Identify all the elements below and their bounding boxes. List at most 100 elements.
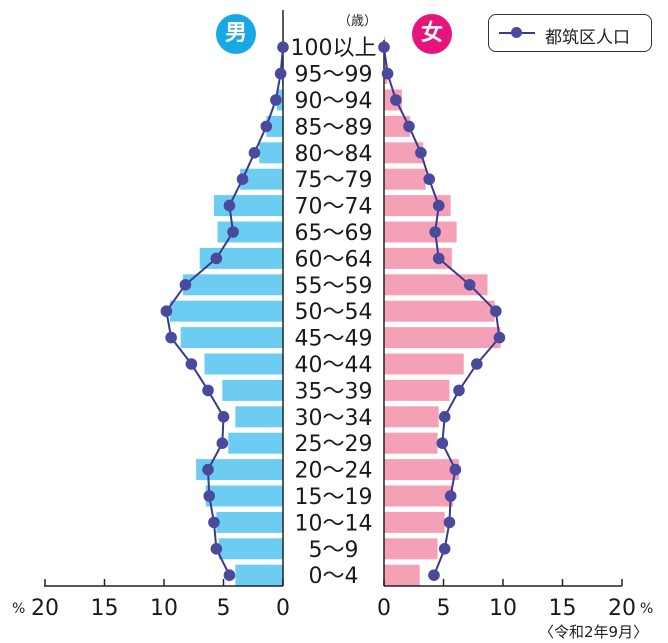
age-label: 35～39 <box>295 379 373 404</box>
male-point <box>185 358 198 370</box>
age-labels: 100以上95～9990～9485～8980～8475～7970～7465～69… <box>291 36 377 589</box>
male-bar <box>216 511 283 533</box>
female-bar <box>384 564 420 586</box>
age-label: 40～44 <box>295 353 373 378</box>
female-point <box>449 463 462 476</box>
male-bar <box>222 379 283 401</box>
male-point <box>227 226 239 238</box>
female-bar <box>384 538 438 560</box>
tick-label: 20 <box>608 596 636 621</box>
female-point <box>390 94 402 106</box>
female-point <box>381 67 394 80</box>
female-point <box>415 147 427 159</box>
female-bar <box>384 432 438 454</box>
female-point <box>429 226 441 238</box>
male-point <box>223 199 236 212</box>
age-label: 95～99 <box>295 63 373 88</box>
female-bar <box>384 511 445 533</box>
female-badge: 女 <box>412 14 452 54</box>
male-point <box>217 411 230 423</box>
male-point <box>270 94 282 106</box>
percent-unit-right: % <box>640 601 654 617</box>
age-label: 75～79 <box>295 168 373 193</box>
female-point <box>443 516 456 529</box>
female-point <box>463 279 476 291</box>
female-bar <box>384 274 488 296</box>
tick-label: 15 <box>91 596 119 621</box>
female-bars <box>384 36 501 586</box>
legend: 都筑区人口 <box>488 14 652 52</box>
tick-label: 10 <box>489 596 517 621</box>
age-label: 45～49 <box>295 327 373 352</box>
male-bar <box>196 459 283 481</box>
female-bar <box>384 485 454 507</box>
male-point <box>202 463 214 476</box>
legend-label: 都筑区人口 <box>545 28 630 48</box>
female-point <box>438 411 451 423</box>
female-point <box>471 358 483 370</box>
female-point <box>378 41 390 53</box>
female-bar <box>384 142 424 164</box>
date-note: 〈令和2年9月〉 <box>539 623 649 641</box>
female-point <box>493 331 506 344</box>
female-point <box>403 120 415 133</box>
female-point <box>453 384 465 397</box>
age-label: 0～4 <box>309 564 359 589</box>
male-point <box>165 331 177 344</box>
age-label: 60～64 <box>295 247 373 272</box>
female-point <box>423 173 436 185</box>
tick-label: 0 <box>377 596 391 621</box>
tick-labels: 20 15 10 5 0 0 5 10 15 20 <box>31 596 636 621</box>
age-label: 5～9 <box>309 538 359 563</box>
age-label: 85～89 <box>295 115 373 140</box>
percent-unit-left: % <box>12 601 26 617</box>
male-badge: 男 <box>216 14 256 54</box>
tick-label: 10 <box>150 596 178 621</box>
tick-label: 5 <box>217 596 231 621</box>
male-bar <box>266 115 283 137</box>
age-label: 15～19 <box>295 485 373 510</box>
male-bar <box>205 485 283 507</box>
legend-marker-icon <box>511 27 522 38</box>
male-point <box>208 516 220 529</box>
male-point <box>216 437 229 450</box>
male-point <box>160 305 173 318</box>
male-bars <box>169 63 283 586</box>
age-label: 70～74 <box>295 195 373 220</box>
male-bar <box>235 406 283 428</box>
male-point <box>210 252 223 265</box>
male-point <box>277 41 289 53</box>
male-bar <box>218 538 283 560</box>
male-point <box>260 120 273 133</box>
female-point <box>436 437 449 450</box>
male-point <box>179 279 192 291</box>
female-bar <box>384 459 459 481</box>
female-bar <box>384 195 451 217</box>
female-bar <box>384 168 426 190</box>
tick-label: 15 <box>549 596 577 621</box>
female-bar <box>384 327 501 349</box>
female-bar <box>384 300 495 322</box>
male-bar <box>183 274 283 296</box>
male-bar <box>180 327 283 349</box>
male-point <box>203 490 216 502</box>
population-points <box>160 41 506 581</box>
female-point <box>490 305 502 318</box>
male-point <box>274 67 287 80</box>
age-label: 30～34 <box>295 406 373 431</box>
male-point <box>202 384 214 397</box>
age-label: 10～14 <box>295 511 373 536</box>
female-bar <box>384 247 452 269</box>
female-point <box>444 490 457 502</box>
female-point <box>432 199 445 212</box>
male-bar <box>235 564 283 586</box>
female-bar <box>384 115 411 137</box>
age-label: 50～54 <box>295 300 373 325</box>
male-bar <box>259 142 283 164</box>
age-label: 55～59 <box>295 274 373 299</box>
male-bar <box>204 353 283 375</box>
female-point <box>438 543 451 555</box>
age-unit-label: （歳） <box>338 14 378 29</box>
male-point <box>236 173 249 185</box>
